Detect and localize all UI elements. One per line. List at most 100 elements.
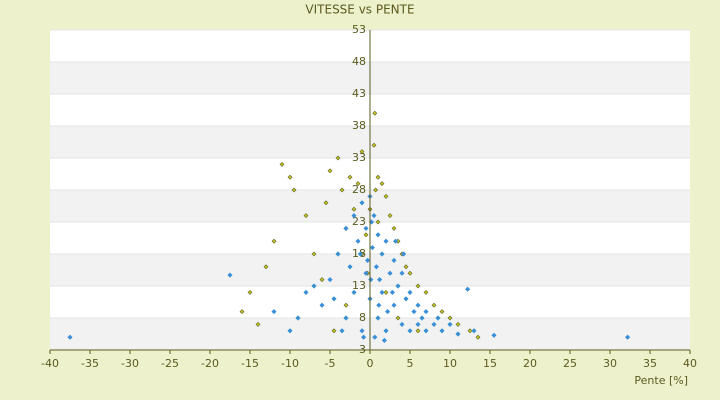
point <box>385 309 391 315</box>
point <box>435 315 441 321</box>
x-tick-label: -25 <box>161 357 179 370</box>
point <box>411 309 417 315</box>
point <box>467 328 473 334</box>
x-tick-label: -40 <box>41 357 59 370</box>
point <box>475 334 481 340</box>
point <box>347 174 353 180</box>
point <box>347 264 353 270</box>
x-tick-label: 30 <box>603 357 617 370</box>
point <box>271 238 277 244</box>
point <box>357 251 363 257</box>
y-tick-label: 8 <box>359 311 366 324</box>
point <box>372 334 378 340</box>
point <box>227 272 233 278</box>
point <box>239 309 245 315</box>
point <box>319 302 325 308</box>
point <box>359 200 365 206</box>
point <box>331 328 337 334</box>
point <box>323 200 329 206</box>
x-tick-label: -15 <box>241 357 259 370</box>
point <box>359 149 365 155</box>
point <box>339 328 345 334</box>
point <box>263 264 269 270</box>
point <box>375 219 381 225</box>
point <box>381 337 387 343</box>
point <box>415 321 421 327</box>
x-tick-label: 5 <box>407 357 414 370</box>
point <box>335 251 341 257</box>
point <box>439 328 445 334</box>
x-tick-label: 15 <box>483 357 497 370</box>
point <box>355 238 361 244</box>
point <box>255 321 261 327</box>
point <box>372 110 378 116</box>
point <box>67 334 73 340</box>
point <box>363 225 369 231</box>
point <box>279 161 285 167</box>
y-tick-label: 38 <box>352 119 366 132</box>
x-tick-label: -20 <box>201 357 219 370</box>
x-tick-label: -5 <box>325 357 336 370</box>
x-tick-label: 10 <box>443 357 457 370</box>
y-tick-label: 23 <box>352 215 366 228</box>
point <box>376 302 382 308</box>
point <box>395 283 401 289</box>
x-axis-label: Pente [%] <box>634 374 688 387</box>
point <box>383 238 389 244</box>
point <box>371 213 377 219</box>
point <box>383 193 389 199</box>
point <box>391 302 397 308</box>
point <box>391 257 397 263</box>
axes: -40 -35 -30 -25 -20 -15 -10 -5 0 5 10 15 20 25 30 35 40 <box>41 30 697 370</box>
y-tick-label: 53 <box>352 23 366 36</box>
point <box>455 321 461 327</box>
point <box>287 328 293 334</box>
point <box>447 315 453 321</box>
point <box>407 270 413 276</box>
point <box>311 283 317 289</box>
point <box>423 328 429 334</box>
y-tick-label: 48 <box>352 55 366 68</box>
point <box>415 302 421 308</box>
y-tick-label: 33 <box>352 151 366 164</box>
point <box>375 232 381 238</box>
point <box>431 302 437 308</box>
point <box>399 270 405 276</box>
x-tick-label: 25 <box>563 357 577 370</box>
point <box>291 187 297 193</box>
point <box>387 213 393 219</box>
point <box>327 277 333 283</box>
point <box>625 334 631 340</box>
point <box>423 309 429 315</box>
x-tick-label: 0 <box>367 357 374 370</box>
point <box>465 286 471 292</box>
point <box>303 289 309 295</box>
point <box>395 315 401 321</box>
point <box>383 289 389 295</box>
point <box>423 289 429 295</box>
point <box>327 168 333 174</box>
point <box>351 289 357 295</box>
point <box>447 321 453 327</box>
x-tick-label: -35 <box>81 357 99 370</box>
point <box>403 296 409 302</box>
point <box>407 289 413 295</box>
point <box>351 206 357 212</box>
point <box>303 213 309 219</box>
point <box>389 289 395 295</box>
point <box>369 245 375 251</box>
point <box>439 309 445 315</box>
point <box>375 315 381 321</box>
point <box>419 315 425 321</box>
point <box>379 251 385 257</box>
point <box>335 155 341 161</box>
point <box>339 187 345 193</box>
point <box>407 328 413 334</box>
point <box>371 142 377 148</box>
point <box>391 225 397 231</box>
point <box>373 264 379 270</box>
point <box>373 187 379 193</box>
point <box>343 315 349 321</box>
point <box>271 309 277 315</box>
point <box>365 257 371 263</box>
